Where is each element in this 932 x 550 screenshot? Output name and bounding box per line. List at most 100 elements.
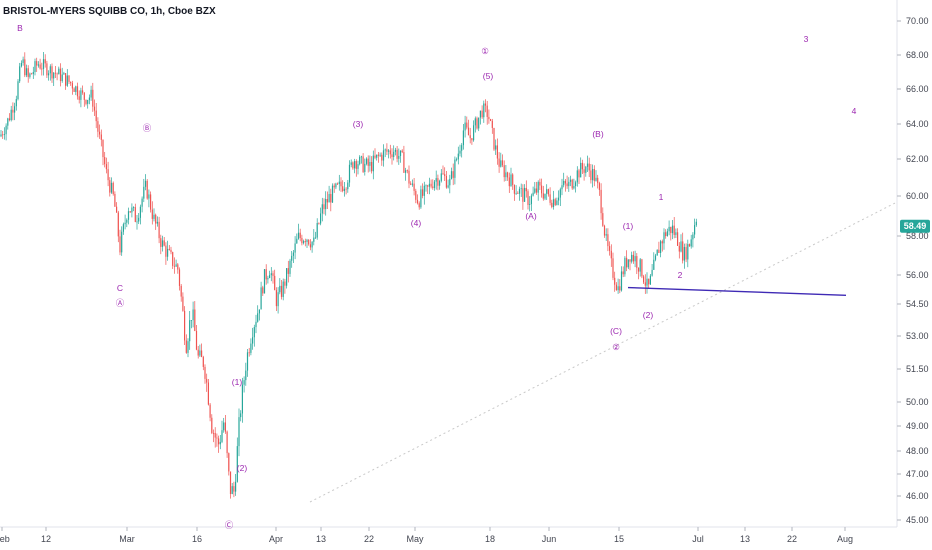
candle-body (294, 243, 296, 253)
candle-body (688, 244, 691, 247)
candle-body (507, 172, 509, 178)
wave-label: 4 (852, 106, 857, 116)
candle (286, 268, 288, 289)
candle (660, 239, 662, 258)
candle-body (326, 198, 328, 203)
candle-body (500, 160, 502, 167)
candle-body (371, 161, 373, 172)
candle (464, 115, 466, 138)
candle (14, 102, 16, 121)
purple-trendline[interactable] (627, 286, 847, 296)
candle-body (25, 68, 28, 76)
candle-body (673, 225, 675, 235)
candle-body (384, 149, 386, 151)
price-tick-label: 56.00 (906, 270, 929, 280)
candle-body (61, 74, 63, 82)
candle (146, 179, 148, 200)
candle-body (143, 186, 145, 199)
candle-body (355, 161, 357, 169)
candle (399, 150, 402, 163)
candle-body (518, 188, 521, 194)
candle (82, 85, 84, 95)
candle (350, 159, 352, 168)
candle-body (597, 177, 599, 184)
price-tick-label: 58.00 (906, 231, 929, 241)
candle (134, 203, 136, 223)
candle (632, 251, 634, 264)
candle (280, 280, 283, 300)
candle-body (665, 232, 667, 237)
candle (581, 159, 583, 175)
price-tick-label: 51.50 (906, 364, 929, 374)
candle (452, 163, 454, 186)
time-tick-label: Apr (269, 534, 283, 544)
candle (653, 252, 655, 270)
candle-body (12, 109, 14, 113)
candle (284, 278, 286, 294)
candle-body (85, 99, 87, 104)
candle-body (228, 453, 230, 472)
candle (449, 174, 451, 194)
candle-body (503, 165, 505, 178)
candle-body (207, 382, 209, 405)
candle (337, 182, 339, 185)
candle-body (280, 285, 283, 297)
candle (442, 165, 444, 175)
candle (170, 246, 172, 255)
candle (357, 160, 359, 175)
candle (595, 170, 597, 182)
candle (391, 148, 393, 165)
candle-body (695, 221, 697, 226)
candle (345, 187, 347, 195)
candle-body (622, 271, 624, 275)
candle (51, 63, 53, 83)
candle-body (466, 122, 468, 128)
candle-body (432, 186, 434, 188)
candle (593, 165, 595, 187)
candle-body (682, 241, 684, 261)
time-axis[interactable]: Feb 12 Mar 16 Apr 13 22 May 18 Jun 15 Jul 13 22 Aug (0, 527, 853, 544)
candle (243, 376, 245, 393)
candle (177, 262, 179, 274)
candle-body (648, 278, 650, 285)
candle-body (573, 186, 575, 189)
candle-body (92, 89, 94, 107)
candle (165, 242, 167, 265)
candle-body (612, 258, 614, 278)
candle-body (235, 481, 237, 492)
candle-body (474, 118, 476, 126)
candle-body (337, 183, 339, 185)
candle-body (619, 286, 621, 291)
candle (97, 117, 99, 138)
candle (347, 179, 349, 193)
candle (413, 177, 415, 196)
candle-body (258, 309, 260, 314)
last-price-badge-bg (900, 219, 930, 233)
candle-body (199, 350, 201, 356)
candle (100, 129, 102, 147)
candle-body (532, 192, 534, 196)
candle (316, 218, 318, 240)
candle-body (22, 59, 24, 63)
candle (2, 130, 4, 139)
candle-body (357, 164, 359, 169)
candle-body (651, 269, 653, 276)
candle-body (350, 162, 352, 165)
candle-body (279, 285, 281, 293)
candle (265, 264, 267, 285)
candle (661, 239, 663, 252)
candle (68, 75, 70, 85)
candle (167, 240, 169, 261)
candle-body (547, 189, 549, 195)
time-tick-label: 18 (485, 534, 495, 544)
candle-body (568, 181, 570, 187)
candle (532, 186, 534, 197)
candle-body (454, 159, 456, 178)
candle (680, 234, 682, 253)
price-axis[interactable]: 45.00 46.00 47.00 48.00 49.00 50.00 51.50 53.00… (897, 16, 929, 525)
candle-body (563, 180, 565, 186)
candle (19, 62, 21, 84)
candle-body (131, 207, 133, 213)
candle-body (36, 61, 38, 66)
